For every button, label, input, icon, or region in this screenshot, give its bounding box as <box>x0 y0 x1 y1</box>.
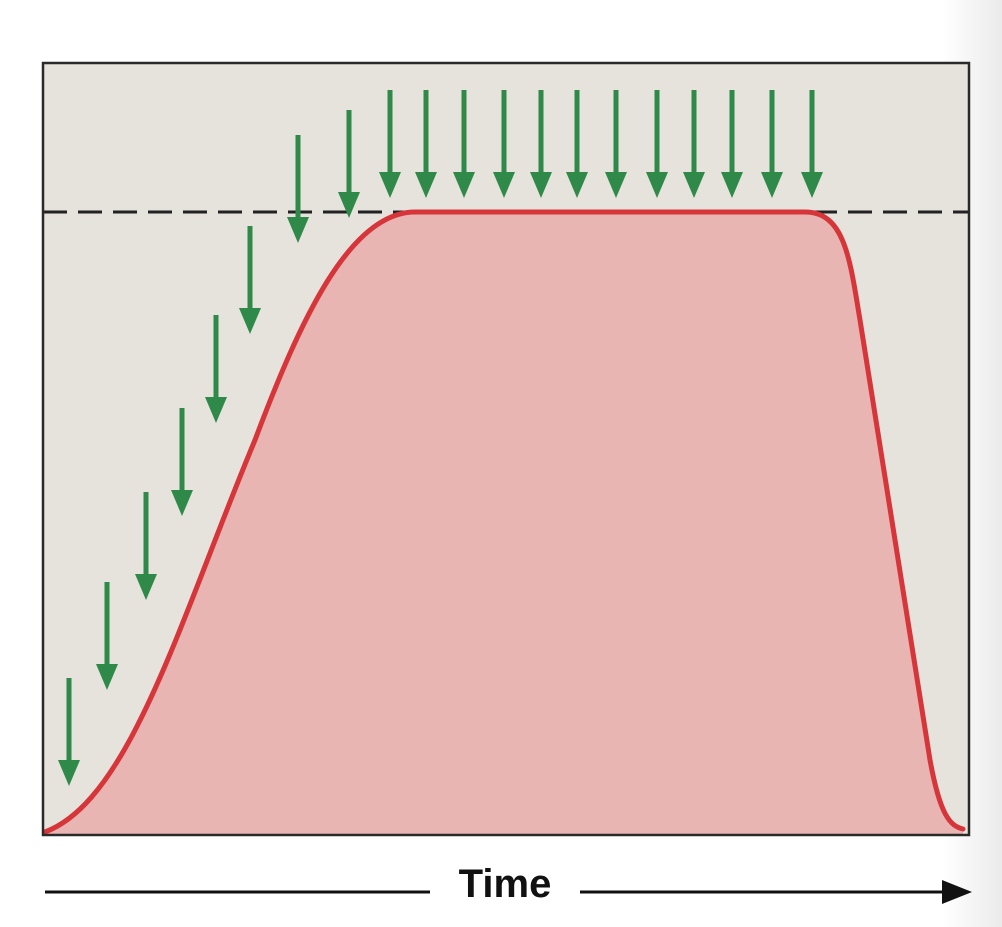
arrow-head <box>721 172 743 198</box>
down-arrow-icon <box>58 678 80 786</box>
arrow-head <box>605 172 627 198</box>
down-arrow-icon <box>239 226 261 334</box>
arrow-head <box>646 172 668 198</box>
arrow-head <box>379 172 401 198</box>
arrow-head <box>338 192 360 218</box>
arrow-head <box>58 760 80 786</box>
down-arrow-icon <box>338 110 360 218</box>
arrow-head <box>566 172 588 198</box>
down-arrow-icon <box>646 90 668 198</box>
arrow-head <box>761 172 783 198</box>
arrows-group <box>58 90 823 786</box>
down-arrow-icon <box>379 90 401 198</box>
arrow-head <box>453 172 475 198</box>
curve-line <box>42 209 966 835</box>
arrow-head <box>96 664 118 690</box>
arrow-head <box>287 217 309 243</box>
down-arrow-icon <box>761 90 783 198</box>
down-arrow-icon <box>566 90 588 198</box>
down-arrow-icon <box>605 90 627 198</box>
down-arrow-icon <box>415 90 437 198</box>
down-arrow-icon <box>530 90 552 198</box>
arrow-head <box>205 397 227 423</box>
down-arrow-icon <box>287 135 309 243</box>
right-arrow-icon <box>942 880 972 904</box>
arrow-head <box>493 172 515 198</box>
arrow-head <box>801 172 823 198</box>
down-arrow-icon <box>135 492 157 600</box>
arrow-head <box>239 308 261 334</box>
arrow-head <box>683 172 705 198</box>
down-arrow-icon <box>801 90 823 198</box>
arrow-head <box>135 574 157 600</box>
curve-fill <box>45 212 963 834</box>
down-arrow-icon <box>96 582 118 690</box>
down-arrow-icon <box>171 408 193 516</box>
arrow-head <box>415 172 437 198</box>
down-arrow-icon <box>453 90 475 198</box>
x-axis-label: Time <box>458 862 552 906</box>
down-arrow-icon <box>205 315 227 423</box>
down-arrow-icon <box>683 90 705 198</box>
plot-frame <box>41 61 971 837</box>
arrow-head <box>171 490 193 516</box>
down-arrow-icon <box>721 90 743 198</box>
arrow-head <box>530 172 552 198</box>
down-arrow-icon <box>493 90 515 198</box>
